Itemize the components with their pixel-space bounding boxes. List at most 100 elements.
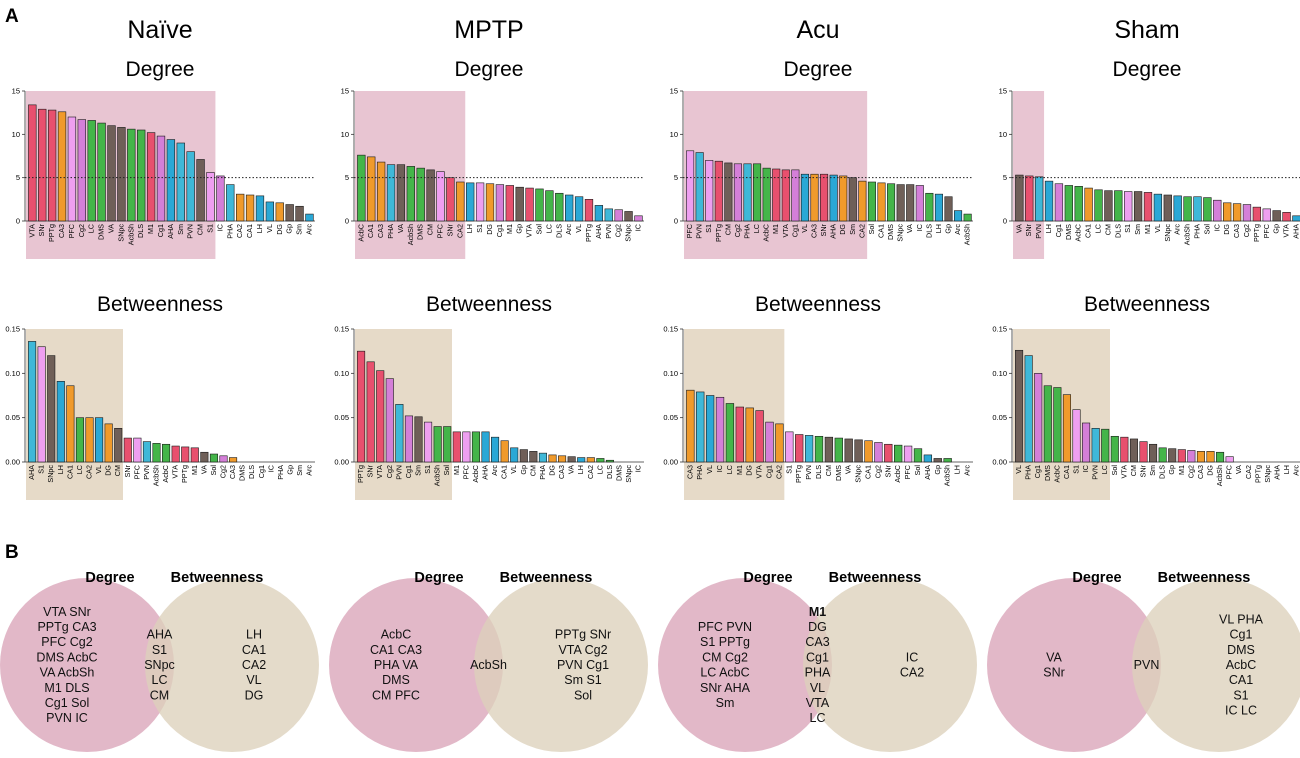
bar	[781, 169, 790, 222]
x-tick-label: PVN	[394, 465, 403, 480]
bar	[800, 173, 809, 222]
betweenness-only-node: S1	[1233, 688, 1248, 702]
bar	[1044, 180, 1054, 222]
x-tick-label: DG	[548, 465, 557, 476]
x-tick-label: PHA	[538, 465, 547, 480]
group-title-acu: Acu	[796, 16, 839, 44]
x-tick-label: PHA	[1024, 465, 1033, 480]
bar	[795, 434, 804, 463]
chart-mptp-betweenness: Betweenness 0.00 0.05 0.10 0.15 PPTg SNr VTA Cg2…	[334, 293, 644, 500]
bar	[943, 458, 952, 463]
bar	[545, 190, 554, 222]
y-tick-label: 0.05	[992, 413, 1007, 422]
shared-node: LC	[810, 711, 826, 725]
bar	[565, 194, 574, 222]
degree-only-node: AcbC	[381, 628, 412, 642]
chart-title: Degree	[455, 58, 524, 81]
chart-naive-degree: Degree 0 5 10 15 VTA SNr PPTg CA3 PFC Cg2 LC DMS VA SN…	[12, 58, 315, 259]
bar	[1153, 193, 1163, 222]
x-tick-label: CA2	[857, 224, 866, 238]
bar	[181, 446, 190, 463]
bar	[538, 452, 547, 463]
bar	[844, 438, 853, 463]
bar	[906, 184, 915, 222]
bar	[829, 174, 838, 222]
betweenness-heading: Betweenness	[1158, 570, 1251, 586]
shared-node: LC	[152, 673, 168, 687]
shared-node: AHA	[147, 628, 173, 642]
degree-only-node: PPTg CA3	[37, 620, 96, 634]
bar	[686, 389, 695, 463]
bar	[1025, 175, 1034, 222]
bar	[166, 139, 176, 222]
x-tick-label: SNr	[37, 223, 46, 236]
bar	[66, 385, 75, 463]
y-tick-label: 0.10	[334, 369, 349, 378]
x-tick-label: PFC	[685, 224, 694, 238]
degree-only-node: SNr	[1043, 666, 1065, 680]
x-tick-label: DG	[485, 224, 494, 235]
x-tick-label: Gp	[1167, 465, 1176, 475]
bar	[1094, 189, 1103, 222]
x-tick-label: DMS	[1043, 465, 1052, 481]
bar	[471, 431, 480, 463]
x-tick-label: SNpc	[854, 465, 863, 483]
x-tick-label: CA2	[235, 224, 244, 238]
x-tick-label: PFC	[67, 224, 76, 238]
x-tick-label: CA2	[586, 465, 595, 479]
bar	[462, 431, 471, 463]
bar	[376, 370, 385, 463]
x-tick-label: VA	[567, 465, 576, 474]
bar	[236, 193, 245, 222]
x-tick-label: Sol	[442, 465, 451, 476]
chart-title: Degree	[1113, 58, 1182, 81]
x-tick-label: S1	[423, 465, 432, 474]
bar	[275, 202, 284, 222]
x-tick-label: DG	[838, 224, 847, 235]
x-tick-label: CA3	[557, 465, 566, 479]
x-tick-label: AHA	[829, 224, 838, 239]
bar	[196, 159, 205, 222]
bar	[854, 439, 863, 463]
bar	[226, 184, 235, 222]
bar	[913, 448, 923, 463]
bar	[1232, 203, 1242, 222]
x-tick-label: LH	[934, 224, 943, 233]
bar	[733, 163, 742, 222]
x-tick-label: IC	[715, 465, 724, 472]
x-tick-label: PHA	[225, 224, 234, 239]
x-tick-label: VTA	[375, 465, 384, 479]
chart-title: Betweenness	[755, 293, 881, 316]
x-tick-label: VA	[1014, 224, 1023, 233]
bar	[820, 173, 829, 222]
chart-mptp-degree: Degree 0 5 10 15 AcbC CA1 CA3 PHA VA AcbSh DMS CM PFC…	[341, 58, 644, 259]
chart-title: Betweenness	[97, 293, 223, 316]
y-tick-label: 5	[345, 173, 349, 182]
bar	[456, 181, 465, 222]
x-tick-label: DLS	[247, 465, 256, 479]
x-tick-label: AcbSh	[152, 465, 161, 486]
x-tick-label: CA1	[366, 224, 375, 238]
x-tick-label: Gp	[285, 224, 294, 234]
betweenness-only-node: DMS	[1227, 643, 1255, 657]
bar	[1034, 176, 1044, 222]
betweenness-only-node: CA1	[242, 643, 266, 657]
bar	[1177, 449, 1186, 463]
x-tick-label: LH	[953, 465, 962, 474]
bar	[47, 109, 57, 222]
bar	[705, 160, 714, 222]
bar	[87, 120, 96, 222]
bar	[577, 457, 586, 463]
x-tick-label: AcbC	[471, 465, 480, 483]
x-tick-label: PPTg	[1252, 224, 1261, 242]
y-tick-label: 15	[999, 87, 1007, 96]
y-tick-label: 15	[670, 87, 678, 96]
degree-heading: Degree	[414, 570, 463, 586]
bar	[37, 346, 46, 463]
bar	[714, 160, 723, 222]
bar	[206, 172, 215, 222]
bar	[1101, 428, 1110, 463]
x-tick-label: AcbSh	[126, 224, 135, 245]
bar	[944, 196, 953, 222]
